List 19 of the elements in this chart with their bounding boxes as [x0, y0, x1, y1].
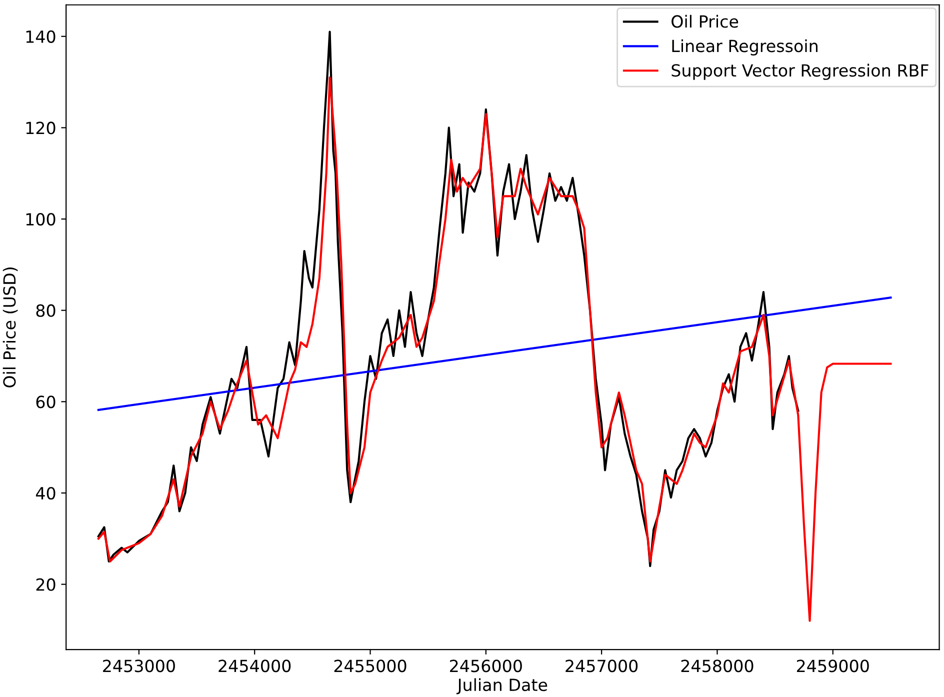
x-tick-label: 2453000: [103, 660, 175, 672]
y-tick-label: 60: [36, 396, 56, 408]
x-tick-label: 2455000: [334, 660, 406, 672]
legend-label: Oil Price: [672, 14, 738, 28]
y-tick-label: 20: [36, 578, 56, 591]
y-tick-label: 140: [26, 30, 56, 43]
x-tick-label: 2457000: [566, 660, 638, 672]
y-tick-label: 40: [36, 486, 56, 500]
y-axis-title: Oil Price (USD): [2, 268, 18, 388]
legend-label: Linear Regressoin: [672, 39, 818, 56]
x-axis-title: Julian Date: [456, 678, 548, 694]
x-tick-label: 2459000: [796, 660, 869, 672]
legend-label: Support Vector Regression RBF: [672, 64, 928, 80]
y-tick-label: 100: [26, 212, 56, 226]
x-tick-label: 2454000: [218, 660, 291, 672]
x-tick-label: 2458000: [681, 660, 754, 672]
y-tick-label: 80: [36, 304, 56, 317]
y-tick-label: 120: [26, 122, 56, 134]
x-tick-label: 2456000: [450, 660, 522, 672]
